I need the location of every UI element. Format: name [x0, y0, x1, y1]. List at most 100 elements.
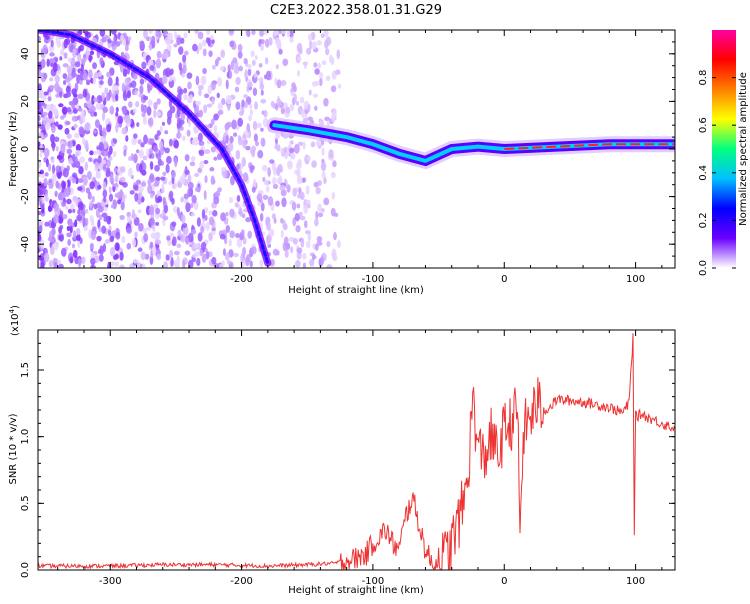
heatmap-cell	[105, 169, 111, 178]
heatmap-cell	[66, 106, 72, 113]
heatmap-cell	[260, 89, 264, 96]
heatmap-x-tick-label: -100	[362, 274, 385, 285]
heatmap-cell	[58, 234, 64, 242]
heatmap-cell	[142, 155, 148, 161]
heatmap-cell	[147, 85, 151, 94]
heatmap-cell	[242, 140, 247, 149]
heatmap-cell	[49, 52, 55, 57]
heatmap-cell	[76, 233, 81, 242]
heatmap-cell	[120, 34, 125, 42]
heatmap-cell	[48, 178, 53, 183]
heatmap-cell	[48, 163, 52, 172]
heatmap-cell	[93, 203, 98, 210]
heatmap-y-tick-label: 40	[20, 47, 31, 60]
heatmap-cell	[228, 30, 234, 34]
heatmap-cell	[291, 82, 296, 90]
heatmap-cell	[108, 89, 112, 98]
heatmap-cell	[133, 133, 138, 139]
heatmap-cell	[159, 141, 164, 150]
heatmap-cell	[321, 208, 325, 213]
heatmap-cell	[74, 219, 78, 228]
heatmap-cell	[154, 164, 160, 172]
heatmap-cell	[95, 171, 102, 179]
heatmap-cell	[283, 146, 287, 154]
heatmap-cell	[148, 30, 153, 35]
heatmap-cell	[178, 46, 184, 55]
heatmap-cell	[194, 251, 201, 257]
heatmap-cell	[276, 144, 281, 152]
heatmap-cell	[181, 214, 186, 224]
snr-y-tick-label: 1.0	[20, 429, 31, 445]
heatmap-cell	[164, 147, 170, 154]
heatmap-cell	[164, 130, 169, 135]
heatmap-cell	[155, 58, 162, 69]
heatmap-cell	[247, 81, 253, 88]
heatmap-cell	[168, 190, 174, 199]
heatmap-cell	[161, 121, 166, 126]
heatmap-cell	[98, 226, 102, 233]
heatmap-cell	[102, 189, 108, 198]
heatmap-cell	[48, 230, 53, 240]
heatmap-cell	[241, 99, 245, 108]
heatmap-cell	[75, 150, 82, 157]
heatmap-cell	[81, 208, 86, 217]
heatmap-cell	[192, 43, 198, 52]
heatmap-cell	[181, 72, 186, 79]
heatmap-cell	[115, 231, 121, 240]
heatmap-cell	[104, 239, 111, 244]
heatmap-cell	[336, 240, 341, 249]
heatmap-cell	[122, 67, 128, 77]
heatmap-cell	[39, 169, 44, 175]
heatmap-cell	[109, 156, 113, 161]
heatmap-cell	[174, 250, 180, 256]
heatmap-cell	[71, 115, 78, 122]
heatmap-cell	[114, 174, 119, 183]
heatmap-cell	[244, 69, 248, 80]
heatmap-cell	[252, 87, 258, 97]
heatmap-cell	[296, 175, 303, 185]
heatmap-cell	[261, 110, 265, 115]
heatmap-cell	[120, 201, 125, 211]
heatmap-cell	[149, 241, 154, 249]
heatmap-cell	[205, 221, 210, 231]
heatmap-cell	[39, 152, 43, 158]
heatmap-cell	[89, 181, 95, 190]
heatmap-cell	[197, 42, 203, 51]
heatmap-cell	[207, 37, 211, 47]
heatmap-cell	[182, 64, 187, 74]
heatmap-cell	[156, 130, 162, 136]
heatmap-cell	[99, 80, 104, 85]
heatmap-cell	[82, 216, 86, 226]
heatmap-cell	[155, 111, 162, 117]
heatmap-cell	[245, 217, 252, 223]
heatmap-cell	[227, 142, 234, 152]
heatmap-cell	[109, 246, 116, 257]
heatmap-cell	[50, 159, 55, 164]
heatmap-cell	[208, 216, 215, 226]
heatmap-cell	[141, 263, 146, 268]
heatmap-cell	[231, 119, 237, 130]
heatmap-cell	[316, 236, 323, 243]
heatmap-cell	[118, 190, 124, 197]
chart-title: C2E3.2022.358.01.31.G29	[270, 3, 442, 18]
heatmap-cell	[211, 97, 215, 105]
heatmap-cell	[131, 213, 137, 220]
heatmap-cell	[296, 247, 303, 254]
heatmap-cell	[93, 129, 97, 134]
heatmap-cell	[67, 140, 74, 149]
heatmap-cell	[48, 110, 53, 119]
heatmap-cell	[57, 259, 62, 265]
heatmap-cell	[55, 165, 62, 173]
heatmap-cell	[63, 187, 70, 198]
heatmap-cell	[320, 162, 327, 172]
heatmap-y-tick-label: -20	[20, 188, 31, 204]
snr-y-tick-label: 1.5	[20, 362, 31, 378]
heatmap-cell	[104, 87, 109, 95]
heatmap-cell	[197, 167, 203, 174]
heatmap-cell	[214, 58, 219, 66]
heatmap-cell	[152, 245, 157, 256]
heatmap-cell	[272, 184, 279, 190]
heatmap-cell	[135, 179, 142, 185]
heatmap-cell	[40, 186, 46, 197]
heatmap-cell	[267, 167, 271, 177]
